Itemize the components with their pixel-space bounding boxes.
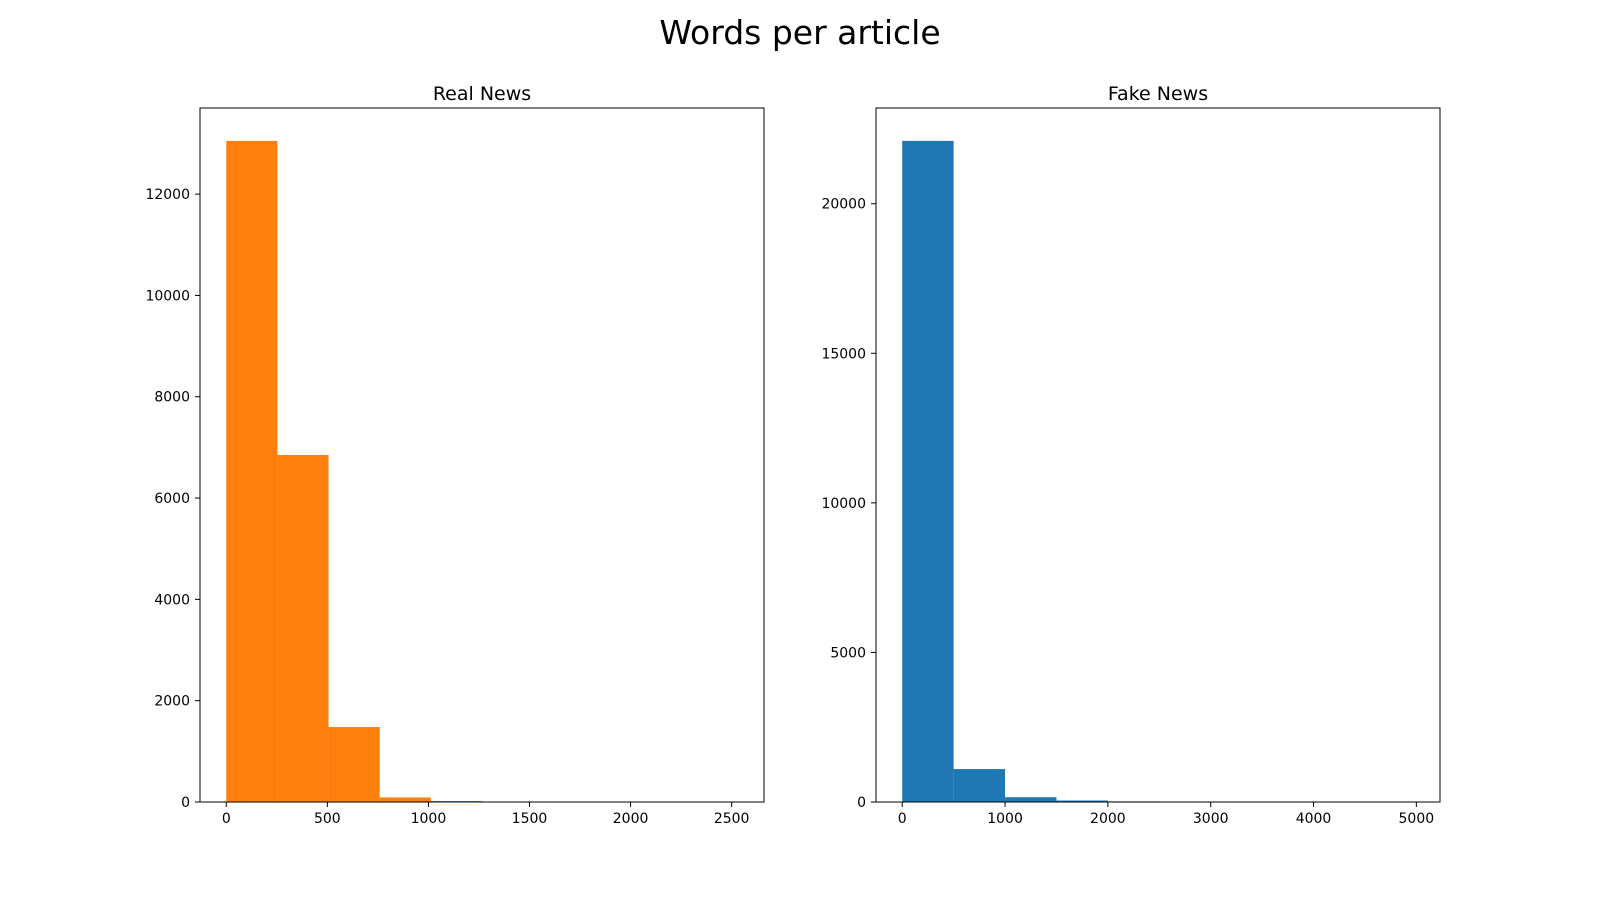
- fake-news-histogram: Fake News 0 1000 2000 3000 4000 5000 0 5000 1000…: [821, 83, 1441, 827]
- real-news-ytick-label-2000: 2000: [154, 694, 190, 710]
- real-news-ytick-label-12000: 12000: [145, 187, 190, 203]
- fake-news-xtick-label-3000: 3000: [1193, 811, 1229, 827]
- fake-news-xtick-label-4000: 4000: [1296, 811, 1332, 827]
- real-news-ytick-label-4000: 4000: [154, 592, 190, 608]
- real-news-bar-1: [277, 455, 329, 802]
- real-news-axes-frame: [199, 107, 765, 803]
- real-news-xtick-label-2000: 2000: [613, 811, 649, 827]
- fake-news-ytick-label-15000: 15000: [821, 346, 866, 362]
- fake-news-bar-2: [1005, 797, 1057, 802]
- fake-news-ytick-label-20000: 20000: [821, 197, 866, 213]
- fake-news-axes-frame: [875, 107, 1441, 803]
- real-news-bar-0: [226, 140, 278, 802]
- figure-title: Words per article: [659, 13, 940, 52]
- fake-news-xtick-label-5000: 5000: [1399, 811, 1435, 827]
- fake-news-ytick-label-5000: 5000: [830, 645, 866, 661]
- real-news-histogram: Real News 0 500 1000 1500 2000 2500 0 2000 4000 6…: [145, 83, 765, 827]
- real-news-ytick-label-8000: 8000: [154, 390, 190, 406]
- real-news-xtick-label-500: 500: [314, 811, 341, 827]
- real-news-xtick-label-2500: 2500: [714, 811, 750, 827]
- real-news-xtick-label-1000: 1000: [411, 811, 447, 827]
- real-news-bar-4: [430, 800, 482, 802]
- real-news-xtick-label-0: 0: [222, 811, 231, 827]
- real-news-ticks: 0 500 1000 1500 2000 2500 0 2000 4000 6000 8000 100…: [145, 187, 749, 827]
- fake-news-bar-0: [902, 140, 954, 802]
- fake-news-bars: [902, 140, 1417, 802]
- fake-news-ytick-label-10000: 10000: [821, 496, 866, 512]
- real-news-xtick-label-1500: 1500: [512, 811, 548, 827]
- fake-news-bar-1: [953, 769, 1006, 802]
- real-news-panel-title: Real News: [433, 83, 531, 105]
- fake-news-ytick-label-0: 0: [857, 795, 866, 811]
- real-news-bar-2: [328, 727, 380, 802]
- real-news-ytick-label-10000: 10000: [145, 288, 190, 304]
- fake-news-xtick-label-2000: 2000: [1090, 811, 1126, 827]
- fake-news-panel-title: Fake News: [1108, 83, 1208, 105]
- fake-news-ticks: 0 1000 2000 3000 4000 5000 0 5000 10000 15000 2000…: [821, 197, 1434, 827]
- fake-news-xtick-label-0: 0: [898, 811, 907, 827]
- real-news-bars: [226, 140, 738, 802]
- fake-news-xtick-label-1000: 1000: [987, 811, 1023, 827]
- real-news-ytick-label-0: 0: [181, 795, 190, 811]
- real-news-bar-3: [379, 797, 431, 802]
- real-news-ytick-label-6000: 6000: [154, 491, 190, 507]
- fake-news-bar-3: [1056, 800, 1108, 802]
